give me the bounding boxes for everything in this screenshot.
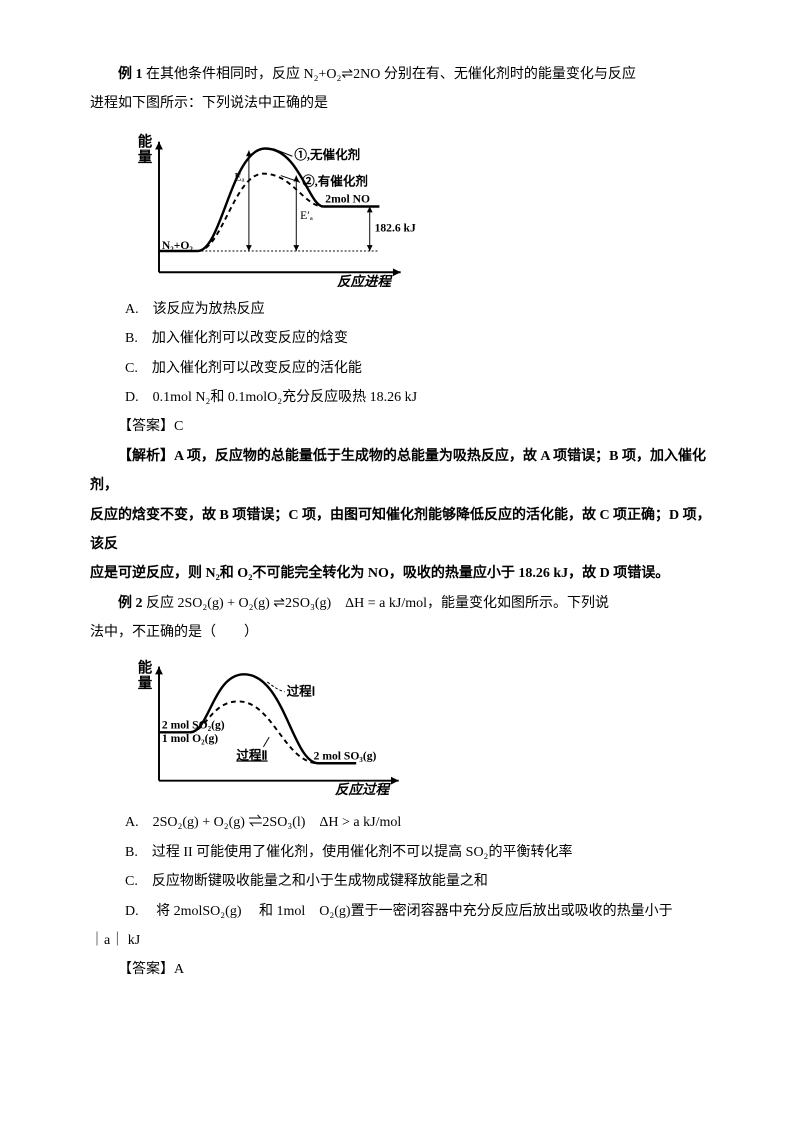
svg-text:2 mol SO₂(g): 2 mol SO₂(g)	[162, 719, 225, 732]
svg-text:量: 量	[138, 675, 153, 692]
svg-text:②,有催化剂: ②,有催化剂	[302, 173, 368, 188]
ex2-answer: 【答案】A	[90, 955, 720, 984]
ex2-opt-d2: ｜a｜ kJ	[90, 926, 720, 955]
svg-text:182.6 kJ: 182.6 kJ	[375, 221, 416, 234]
ex2-opt-c: C. 反应物断键吸收能量之和小于生成物成键释放能量之和	[90, 867, 720, 896]
svg-text:量: 量	[138, 149, 153, 166]
svg-text:E′ₐ: E′ₐ	[300, 209, 313, 222]
ex1-answer: 【答案】C	[90, 412, 720, 441]
ex1-analysis2: 反应的焓变不变，故 B 项错误；C 项，由图可知催化剂能够降低反应的活化能，故 …	[90, 501, 720, 560]
ex2-intro1: 例 2 反应 2SO₂(g) + O₂(g) ⇌2SO₃(g) ΔH = a k…	[90, 589, 720, 618]
ex1-label: 例 1	[118, 67, 143, 82]
ex2-opt-d1: D. 将 2molSO₂(g) 和 1mol O₂(g)置于一密闭容器中充分反应…	[90, 897, 720, 926]
svg-text:N₂+O₂: N₂+O₂	[162, 239, 193, 252]
svg-text:①,无催化剂: ①,无催化剂	[294, 147, 360, 162]
svg-text:2mol NO: 2mol NO	[325, 192, 370, 205]
ex1-diagram: 能 量 N₂+O₂ 2mol NO Eₐ E′ₐ ①,无催化剂 ②,有催化剂 1…	[130, 127, 420, 287]
svg-text:能: 能	[138, 659, 153, 677]
ex1-analysis: 【解析】A 项，反应物的总能量低于生成物的总能量为吸热反应，故 A 项错误；B …	[90, 442, 720, 501]
ex2-opt-a: A. 2SO₂(g) + O₂(g) ⇌2SO₃(l) ΔH > a kJ/mo…	[90, 808, 720, 837]
svg-text:反应过程: 反应过程	[335, 783, 392, 798]
ex1-opt-c: C. 加入催化剂可以改变反应的活化能	[90, 354, 720, 383]
svg-text:过程Ⅱ: 过程Ⅱ	[236, 748, 267, 763]
svg-text:2 mol SO₃(g): 2 mol SO₃(g)	[314, 750, 377, 763]
ex1-analysis3: 应是可逆反应，则 N₂和 O₂不可能完全转化为 NO，吸收的热量应小于 18.2…	[90, 559, 720, 588]
svg-text:Eₐ: Eₐ	[234, 170, 244, 183]
ex1-opt-a: A. 该反应为放热反应	[90, 295, 720, 324]
ex1-intro1: 例 1 在其他条件相同时，反应 N₂+O₂⇌2NO 分别在有、无催化剂时的能量变…	[90, 60, 720, 89]
svg-text:反应进程: 反应进程	[337, 274, 394, 287]
ex2-opt-b: B. 过程 II 可能使用了催化剂，使用催化剂不可以提高 SO₂的平衡转化率	[90, 838, 720, 867]
ex1-intro2: 进程如下图所示：下列说法中正确的是	[90, 89, 720, 118]
ex2-diagram: 能 量 2 mol SO₂(g) 1 mol O₂(g) 2 mol SO₃(g…	[130, 655, 420, 800]
ex2-label: 例 2	[118, 596, 143, 611]
svg-text:过程Ⅰ: 过程Ⅰ	[287, 684, 316, 699]
ex1-opt-b: B. 加入催化剂可以改变反应的焓变	[90, 324, 720, 353]
y-label-1: 能	[138, 132, 153, 150]
svg-text:1 mol O₂(g): 1 mol O₂(g)	[162, 732, 218, 745]
ex1-opt-d: D. 0.1mol N₂和 0.1molO₂充分反应吸热 18.26 kJ	[90, 383, 720, 412]
ex2-intro2: 法中，不正确的是（ ）	[90, 618, 720, 647]
